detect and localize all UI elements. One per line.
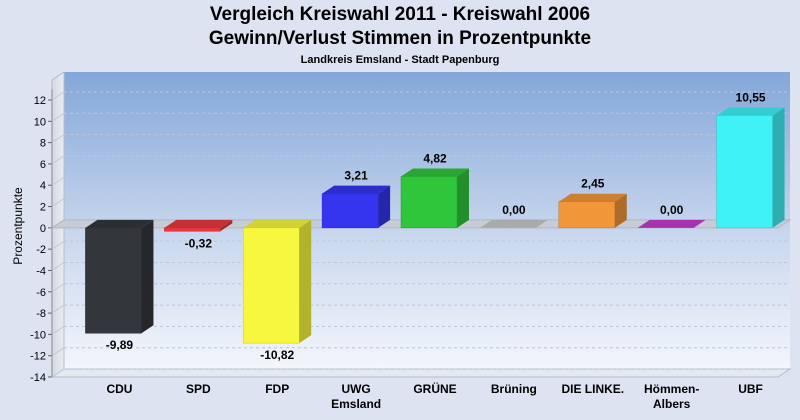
y-tick-label: 4	[40, 180, 46, 192]
data-label: 4,82	[423, 151, 447, 165]
bar-top	[401, 168, 469, 177]
gridline-side	[51, 198, 65, 207]
gridline-side	[51, 283, 65, 293]
y-tick-label: 6	[40, 159, 46, 171]
x-tick-label: SPD	[186, 382, 211, 396]
bar-3	[321, 185, 391, 229]
gridline-side	[51, 325, 65, 335]
chart-subtitle: Gewinn/Verlust Stimmen in Prozentpunkte	[208, 28, 592, 49]
x-tick-label: Albers	[653, 397, 691, 411]
bar-6	[558, 193, 627, 229]
gridline-side	[51, 262, 65, 271]
y-tick-label: 0	[40, 223, 46, 235]
bar-front	[85, 227, 142, 334]
y-tick-label: -10	[30, 329, 46, 341]
bar-1	[164, 219, 233, 232]
bar-side	[141, 219, 154, 334]
bar-side	[614, 193, 627, 228]
gridline-side	[51, 368, 65, 378]
data-label: -9,89	[106, 338, 134, 352]
bar-top	[322, 185, 391, 194]
y-tick-label: -6	[36, 287, 46, 299]
y-tick-label: 10	[34, 116, 46, 128]
gridline-side	[51, 155, 65, 165]
x-tick-label: Emsland	[331, 397, 381, 411]
x-tick-label: UWG	[341, 382, 370, 396]
y-tick-label: -12	[30, 351, 46, 363]
bar-side	[457, 168, 469, 228]
bar-top	[164, 219, 233, 228]
data-label: 0,00	[660, 203, 684, 217]
bar-side	[220, 219, 233, 232]
y-tick-label: 12	[34, 95, 46, 107]
bar-side	[299, 219, 312, 344]
bar-front	[400, 176, 458, 229]
y-tick-label: -2	[36, 244, 46, 256]
data-label: 3,21	[344, 169, 368, 183]
data-label: 2,45	[581, 177, 605, 191]
x-tick-label: Brüning	[491, 382, 537, 396]
gridline-side	[51, 304, 65, 314]
gridline-side	[51, 112, 65, 122]
bar-top	[243, 219, 312, 228]
gridline-side	[51, 134, 65, 144]
y-tick-label: 8	[40, 138, 46, 150]
chart-title: Vergleich Kreiswahl 2011 - Kreiswahl 200…	[209, 4, 591, 25]
bar-front	[558, 201, 616, 229]
bar-0	[85, 219, 154, 334]
x-tick-label: GRÜNE	[413, 381, 456, 396]
x-tick-label: Hömmen-	[644, 382, 699, 396]
bar-4	[400, 168, 469, 229]
chart-region-subtitle: Landkreis Emsland - Stadt Papenburg	[300, 54, 500, 66]
bar-2	[242, 219, 312, 344]
bar-front	[321, 193, 379, 229]
plot-floor	[50, 368, 792, 378]
x-tick-label: CDU	[106, 382, 132, 396]
bar-front	[716, 115, 773, 229]
bar-top	[637, 219, 706, 228]
bar-5	[479, 219, 548, 228]
bar-top	[85, 219, 154, 228]
bar-8	[716, 107, 785, 229]
bar-front	[164, 227, 221, 232]
bar-side	[772, 107, 785, 228]
bar-top	[479, 219, 548, 228]
data-label: 0,00	[502, 203, 526, 217]
x-tick-label: FDP	[265, 382, 289, 396]
y-tick-label: 2	[40, 202, 46, 214]
data-label: 10,55	[736, 90, 766, 104]
bar-front	[242, 227, 300, 344]
y-axis-label: Prozentpunkte	[11, 187, 25, 265]
gridline-side	[51, 347, 65, 357]
x-tick-label: UBF	[738, 382, 763, 396]
gridline-side	[51, 91, 65, 101]
y-tick-label: -4	[36, 265, 46, 277]
bar-side	[378, 185, 391, 228]
bar-top	[558, 193, 627, 202]
data-label: -10,82	[260, 348, 294, 362]
y-tick-label: -14	[30, 372, 46, 384]
data-label: -0,32	[185, 236, 213, 250]
y-tick-label: -8	[36, 308, 46, 320]
gridline-side	[51, 240, 65, 250]
gridline-side	[51, 176, 65, 186]
bar-top	[716, 107, 785, 116]
x-tick-label: DIE LINKE.	[561, 382, 624, 396]
bar-7	[637, 219, 706, 228]
